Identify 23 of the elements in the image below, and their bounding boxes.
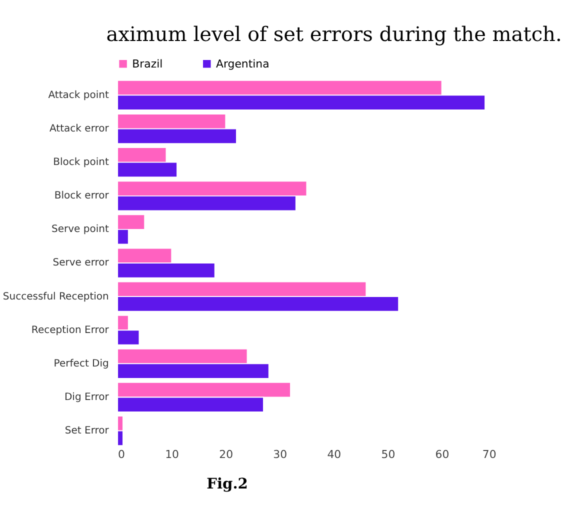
y-tick-label: Attack point <box>48 90 109 101</box>
y-tick-label: Reception Error <box>31 324 110 336</box>
x-tick-label: 10 <box>165 448 180 462</box>
y-tick-label: Serve error <box>52 258 110 269</box>
y-tick-label: Dig Error <box>64 392 110 403</box>
x-tick-label: 50 <box>381 448 396 462</box>
caption: Fig.2 <box>206 476 248 493</box>
y-tick-label: Successful Reception <box>2 291 109 302</box>
y-tick-label: Set Error <box>64 426 110 437</box>
y-tick-label: Attack error <box>50 124 110 135</box>
text: aximum level of set errors during the match. <box>106 22 562 46</box>
x-tick-label: 20 <box>219 448 234 462</box>
y-tick-label: Block point <box>53 157 109 168</box>
y-tick-label: Serve point <box>51 224 109 236</box>
legend-label: Brazil <box>132 58 163 71</box>
x-tick-label: 30 <box>273 448 288 462</box>
legend-label: Argentina <box>216 58 270 71</box>
x-tick-label: 60 <box>435 448 450 462</box>
x-tick-label: 40 <box>327 448 342 462</box>
y-tick-label: Block error <box>54 190 110 202</box>
x-tick-label: 70 <box>482 448 496 462</box>
y-tick-label: Perfect Dig <box>54 358 109 370</box>
x-tick-label: 0 <box>118 448 126 462</box>
